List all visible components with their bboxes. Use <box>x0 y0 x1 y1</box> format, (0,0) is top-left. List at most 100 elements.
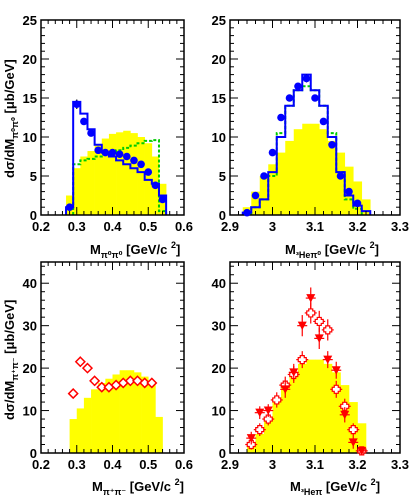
chart-br-open-point-2 <box>263 414 273 424</box>
chart-bl-red-point-11 <box>146 377 158 389</box>
panel-bottom-left: 0.2 0.3 0.4 0.5 0.6 0 10 20 30 40 <box>23 261 193 472</box>
chart-bl-ytick-label-3: 30 <box>23 319 37 334</box>
chart-br-open-point-8 <box>314 316 324 327</box>
chart-br-xtick-label-4: 3.3 <box>391 457 409 472</box>
svg-text:M³Heπ [GeV/c 2]: M³Heπ [GeV/c 2] <box>290 477 380 497</box>
chart-tl-yellow-bar-7 <box>116 132 124 215</box>
chart-br-yellow-bar-4 <box>281 387 290 453</box>
chart-tl-xtick-label-0: 0.2 <box>32 219 50 234</box>
chart-tl-yellow-bar-5 <box>101 138 110 215</box>
chart-tl-yellow-bar-4 <box>94 144 103 215</box>
chart-bl-yellow-bar-12 <box>155 416 163 453</box>
chart-tr-ytick-label-3: 15 <box>212 91 226 106</box>
chart-tl-blue-point-5 <box>101 148 110 157</box>
chart-tr-yellow-bar-1 <box>251 191 261 215</box>
chart-br-filled-point-9 <box>331 366 341 375</box>
chart-tl-blue-point-12 <box>151 181 160 190</box>
chart-tl-ytick-label-4: 20 <box>23 52 37 67</box>
chart-bl-red-point-0 <box>67 388 79 400</box>
chart-bl-red-point-4 <box>96 381 108 393</box>
chart-br-ytick-label-3: 30 <box>212 319 226 334</box>
chart-br-filled-point-0 <box>246 434 256 443</box>
chart-tr-ytick-label-0: 0 <box>219 208 226 223</box>
svg-text:M³Heπ⁰ [GeV/c 2]: M³Heπ⁰ [GeV/c 2] <box>285 240 379 260</box>
chart-tl-blue-point-0 <box>65 203 74 211</box>
chart-br-open-point-12 <box>348 425 358 435</box>
chart-tl-blue-point-13 <box>158 195 167 204</box>
chart-tl-yellow-bar-2 <box>80 156 88 215</box>
chart-tl-blue-point-4 <box>94 146 102 155</box>
chart-br-xtick-label-1: 3 <box>269 457 276 472</box>
panel-bottom-right: 2.9 3 3.1 3.2 3.3 0 10 20 30 40 <box>212 261 409 472</box>
chart-br-yellow-bar-3 <box>272 402 282 453</box>
chart-bl-yellow-bar-4 <box>98 382 106 453</box>
chart-bl-yellow-bar-9 <box>133 372 142 453</box>
chart-br-yellow-bar-10 <box>332 372 341 453</box>
chart-tl-blue-point-9 <box>130 156 138 165</box>
chart-tr-blue-point-6 <box>294 82 302 91</box>
chart-br-filled-point-7 <box>314 334 324 343</box>
chart-tr-blue-point-10 <box>328 141 336 149</box>
chart-bl-xtick-label-2: 0.4 <box>103 457 122 472</box>
chart-tl-blue-point-2 <box>80 117 88 126</box>
chart-br-filled-point-5 <box>297 321 307 331</box>
chart-bl-yellow-bar-3 <box>91 389 99 453</box>
chart-br-filled-point-11 <box>348 438 358 447</box>
chart-br-yellow-bar-6 <box>298 363 307 453</box>
svg-text:dσ/dMπ⁰π⁰ [μb/GeV]: dσ/dMπ⁰π⁰ [μb/GeV] <box>2 59 20 178</box>
chart-br-filled-point-8 <box>323 355 333 365</box>
chart-tl-blue-point-10 <box>137 160 145 169</box>
chart-br-open-point-11 <box>340 401 350 411</box>
chart-br-open-point-7 <box>306 308 316 318</box>
chart-tl-yellow-bar-9 <box>130 133 138 215</box>
chart-tl-ytick-label-1: 5 <box>30 169 37 184</box>
panel-top-right: 2.9 3 3.1 3.2 3.3 0 5 10 15 20 25 <box>212 13 410 234</box>
chart-tl-green-line <box>72 139 168 215</box>
chart-bl-red-point-10 <box>139 377 151 389</box>
chart-tl-blue-point-8 <box>123 152 131 161</box>
chart-bl-xtick-label-3: 0.5 <box>139 457 157 472</box>
chart-bl-xtick-label-4: 0.6 <box>175 457 193 472</box>
chart-tr-blue-point-13 <box>353 199 362 208</box>
chart-tr-xtick-label-2: 3.1 <box>306 219 324 234</box>
chart-br-filled-point-12 <box>357 446 367 456</box>
chart-bl-red-point-8 <box>124 375 136 387</box>
chart-tr-ytick-label-1: 5 <box>219 169 226 184</box>
chart-tl-blue-line <box>65 100 168 215</box>
chart-br-filled-point-3 <box>280 385 290 394</box>
chart-br-xtick-label-0: 2.9 <box>221 457 239 472</box>
chart-tr-blue-point-11 <box>336 172 345 180</box>
chart-tl-xtick-label-3: 0.5 <box>139 219 157 234</box>
chart-tl-yellow-bar-1 <box>73 168 81 215</box>
chart-tl-xtick-label-1: 0.3 <box>68 219 86 234</box>
ylabel-top: dσ/dMπ⁰π⁰ [μb/GeV] <box>2 59 20 178</box>
chart-bl-ytick-label-1: 10 <box>23 404 37 419</box>
chart-tr-blue-point-2 <box>260 172 268 180</box>
chart-bl-yellow-bar-10 <box>141 376 149 453</box>
chart-tl-yellow-bar-8 <box>123 130 131 215</box>
svg-text:Mπ⁰π⁰ [GeV/c 2]: Mπ⁰π⁰ [GeV/c 2] <box>90 240 180 260</box>
chart-br-ytick-label-0: 0 <box>219 446 226 461</box>
chart-bl-yellow-bar-6 <box>112 374 120 453</box>
chart-br-open-point-3 <box>272 395 282 405</box>
chart-br-filled-point-1 <box>255 408 265 418</box>
xlabel-top-left: Mπ⁰π⁰ [GeV/c 2] <box>90 240 180 260</box>
chart-bl-xtick-label-1: 0.3 <box>68 457 86 472</box>
chart-tl-xtick-label-2: 0.4 <box>103 219 122 234</box>
chart-tr-yellow-bar-14 <box>361 199 371 215</box>
chart-tr-blue-point-5 <box>285 94 294 102</box>
chart-tl-blue-point-1 <box>72 100 81 109</box>
chart-tr-xtick-label-3: 3.2 <box>348 219 366 234</box>
chart-tl-blue-point-3 <box>87 129 95 137</box>
chart-tr-yellow-bar-13 <box>353 181 363 215</box>
chart-br-ytick-label-1: 10 <box>212 404 226 419</box>
chart-tr-yellow-bar-2 <box>259 176 269 215</box>
xlabel-top-right: M³Heπ⁰ [GeV/c 2] <box>285 240 379 260</box>
chart-tr-yellow-bar-10 <box>327 140 337 215</box>
chart-br-yellow-bar-2 <box>264 419 273 453</box>
chart-tr-yellow-bar-4 <box>276 152 286 215</box>
chart-bl-ytick-label-2: 20 <box>23 361 37 376</box>
chart-tr-ytick-label-5: 25 <box>212 13 226 28</box>
chart-tr-yellow-bar-7 <box>302 123 312 215</box>
chart-tl-xtick-label-4: 0.6 <box>175 219 193 234</box>
